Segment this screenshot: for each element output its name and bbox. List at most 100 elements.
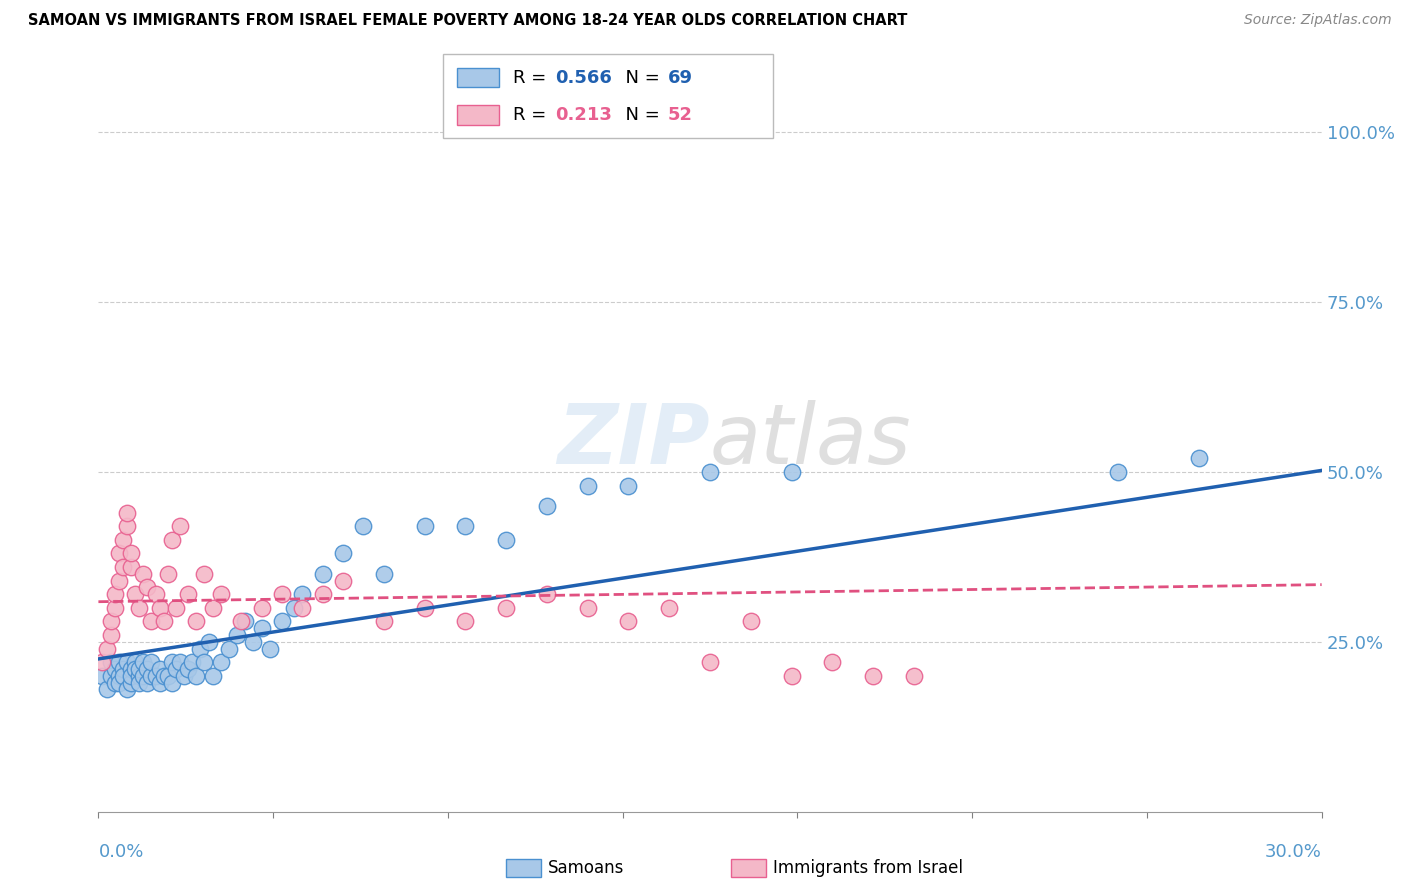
Point [149,675,172,690]
Text: N =: N = [614,69,666,87]
Point [100,628,122,642]
Point [658,600,681,615]
Point [332,574,354,588]
Point [120,675,142,690]
Point [136,662,159,676]
Point [332,546,354,560]
Point [186,669,208,683]
Point [111,533,134,547]
Text: 0.0%: 0.0% [98,843,143,861]
Point [108,655,131,669]
Point [160,533,183,547]
Point [115,519,138,533]
Point [259,641,281,656]
Point [108,574,131,588]
Point [699,655,721,669]
Point [201,669,224,683]
Point [108,546,131,560]
Point [141,615,163,629]
Point [186,615,208,629]
Point [149,662,172,676]
Point [699,465,721,479]
Point [862,669,884,683]
Point [242,635,264,649]
Point [152,615,174,629]
Point [128,600,150,615]
Point [104,600,127,615]
Point [120,546,142,560]
Point [111,560,134,574]
Point [209,587,232,601]
Point [1188,451,1211,466]
Point [373,566,395,581]
Point [100,615,122,629]
Point [312,566,335,581]
Point [115,682,138,697]
Text: SAMOAN VS IMMIGRANTS FROM ISRAEL FEMALE POVERTY AMONG 18-24 YEAR OLDS CORRELATIO: SAMOAN VS IMMIGRANTS FROM ISRAEL FEMALE … [28,13,907,29]
Point [149,600,172,615]
Point [373,615,395,629]
Point [352,519,374,533]
Point [193,655,215,669]
Point [780,669,803,683]
Point [120,662,142,676]
Text: 69: 69 [668,69,693,87]
Point [291,587,314,601]
Point [108,675,131,690]
Point [169,655,191,669]
Point [96,682,118,697]
Point [156,566,179,581]
Point [124,662,146,676]
Point [218,641,240,656]
Point [152,669,174,683]
Point [821,655,844,669]
Point [495,533,517,547]
Point [115,655,138,669]
Point [91,655,114,669]
Point [291,600,314,615]
Point [1107,465,1129,479]
Point [128,662,150,676]
Point [250,621,273,635]
Point [536,499,558,513]
Point [283,600,305,615]
Point [96,641,118,656]
Point [250,600,273,615]
Point [145,587,167,601]
Text: R =: R = [513,106,553,124]
Point [413,519,436,533]
Point [312,587,335,601]
Point [160,675,183,690]
Point [104,675,127,690]
Point [111,662,134,676]
Point [128,669,150,683]
Point [177,662,200,676]
Point [454,519,477,533]
Point [128,675,150,690]
Point [780,465,803,479]
Point [201,600,224,615]
Point [120,560,142,574]
Point [193,566,215,581]
Point [120,669,142,683]
Point [104,587,127,601]
Point [188,641,212,656]
Text: Immigrants from Israel: Immigrants from Israel [773,859,963,877]
Point [495,600,517,615]
Point [145,669,167,683]
Point [100,669,122,683]
Point [111,669,134,683]
Point [173,669,195,683]
Point [197,635,219,649]
Text: 0.213: 0.213 [555,106,612,124]
Text: 52: 52 [668,106,693,124]
Point [165,662,187,676]
Point [903,669,925,683]
Text: ZIP: ZIP [557,401,710,481]
Point [124,655,146,669]
Point [231,615,253,629]
Point [124,587,146,601]
Point [141,655,163,669]
Point [136,581,159,595]
Text: Source: ZipAtlas.com: Source: ZipAtlas.com [1244,13,1392,28]
